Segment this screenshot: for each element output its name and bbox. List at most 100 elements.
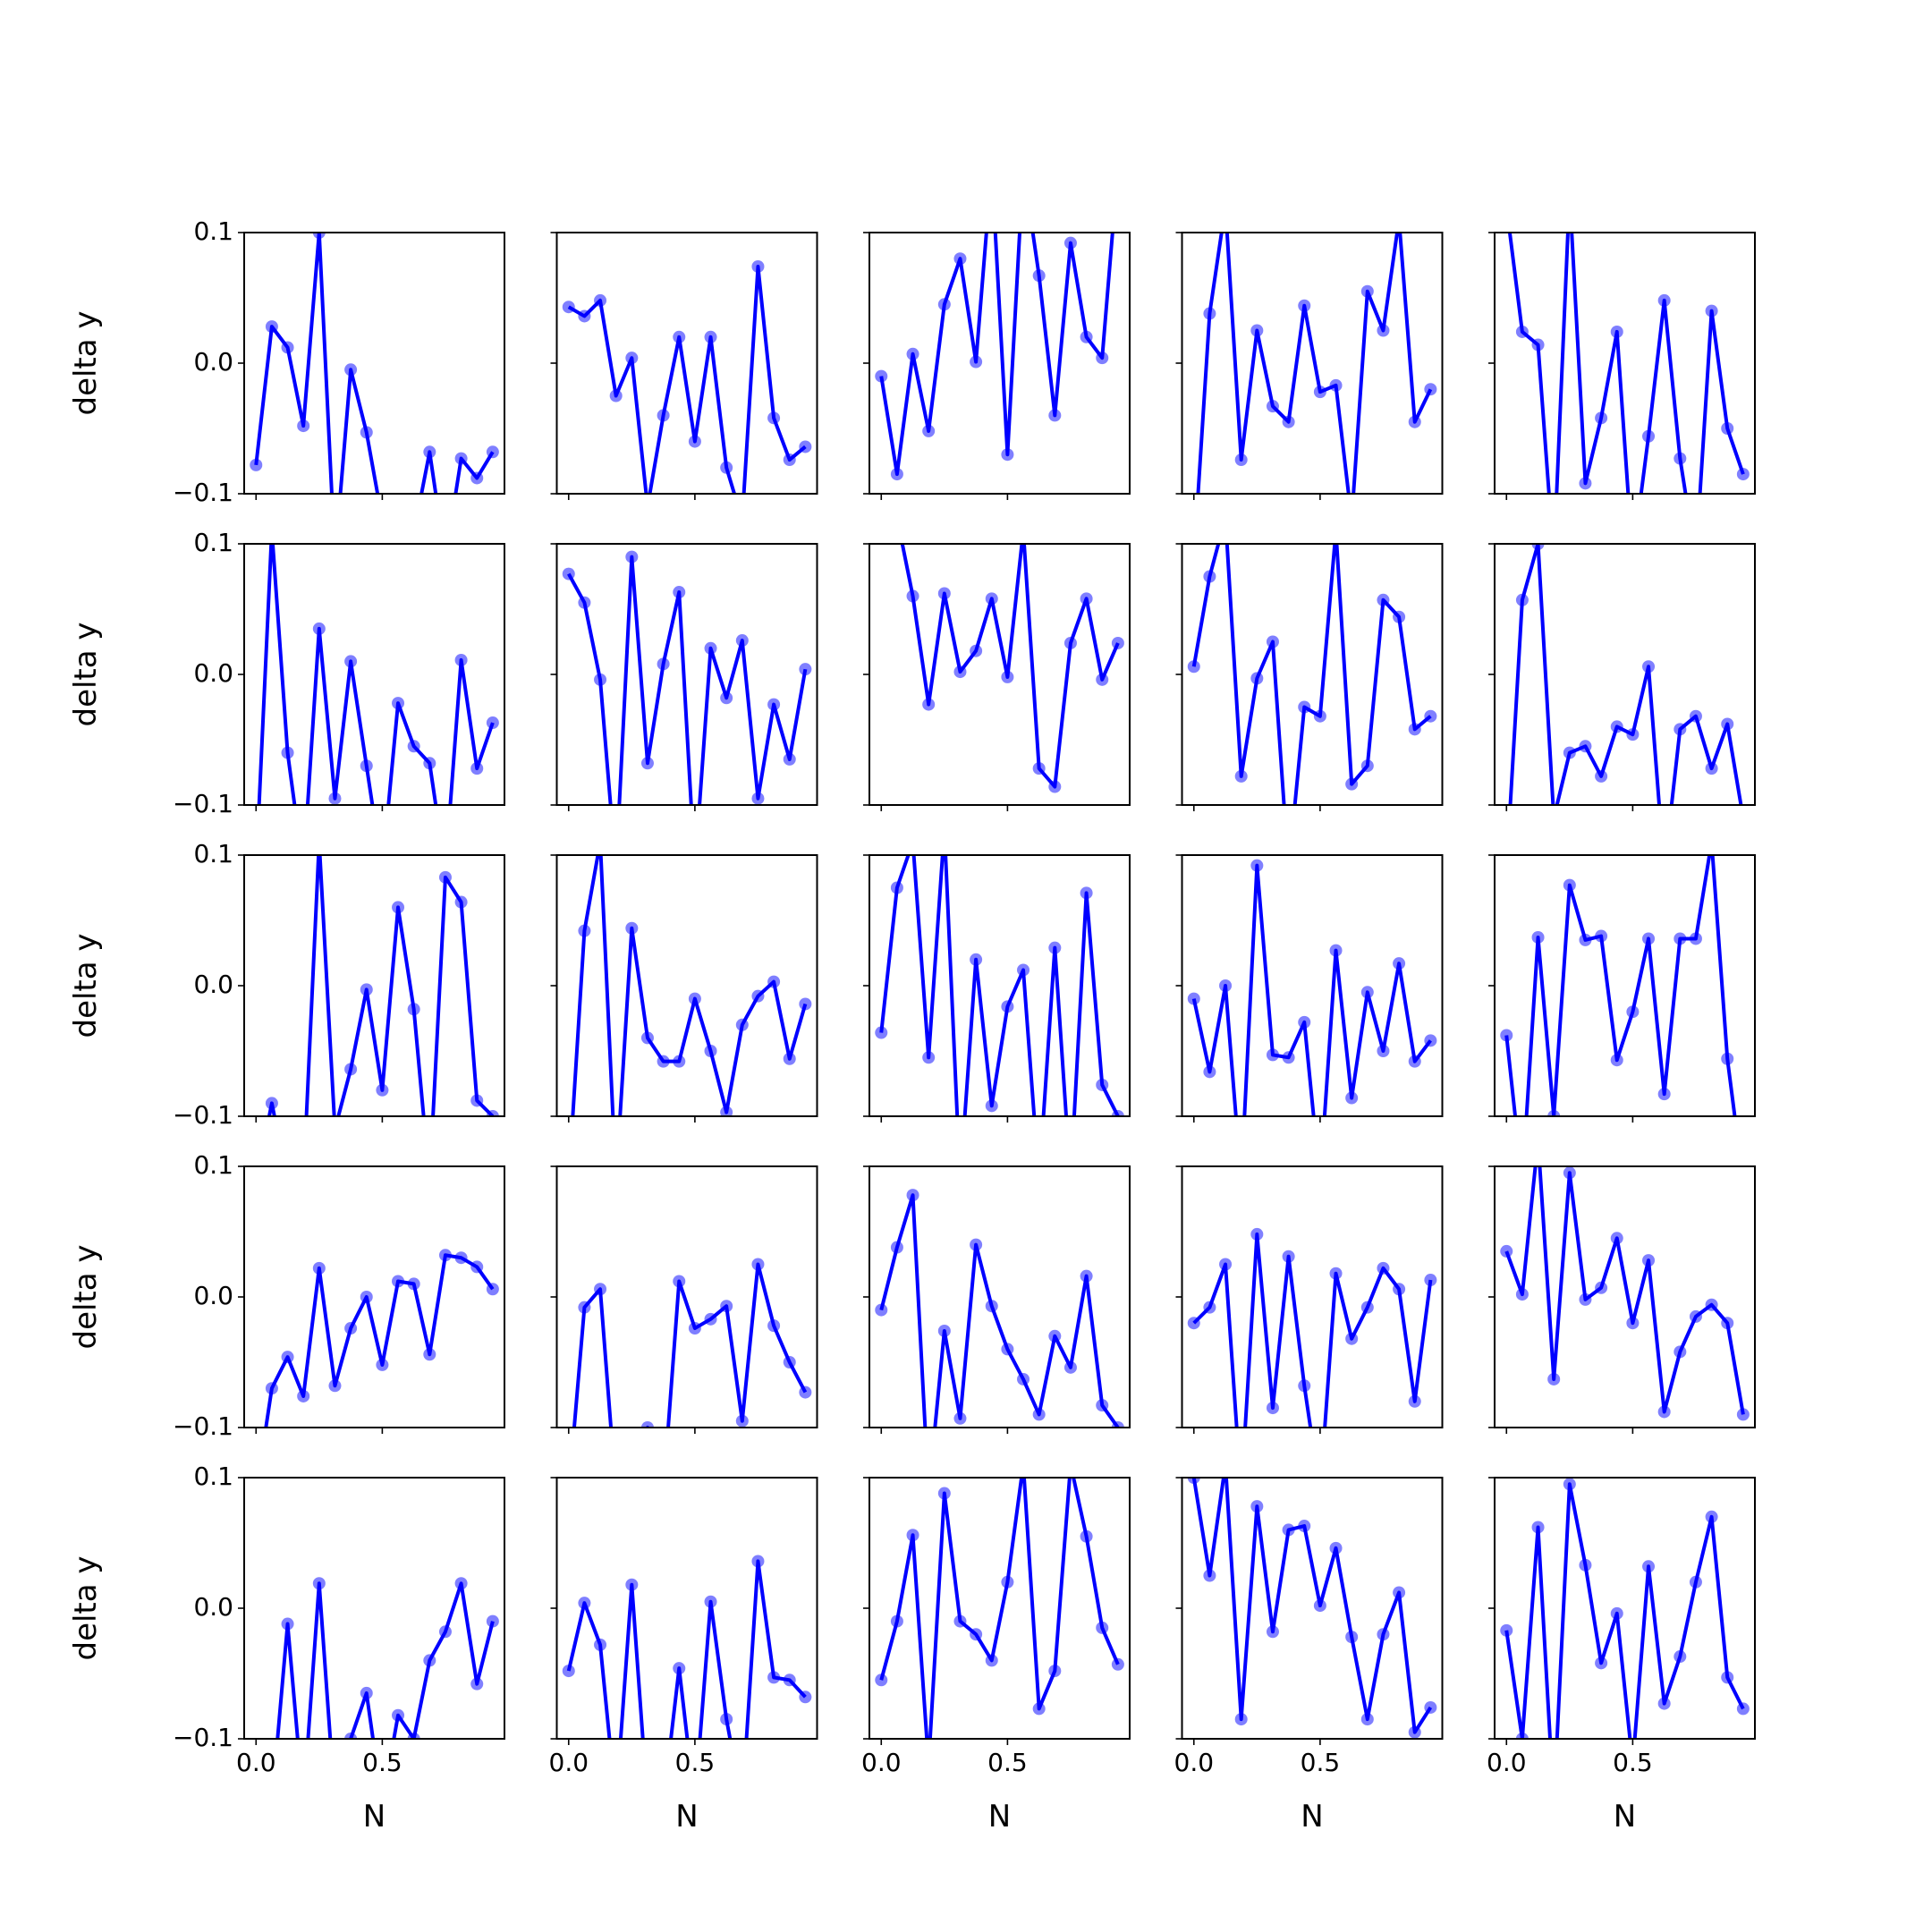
data-line bbox=[900, 544, 1120, 789]
data-point bbox=[906, 1529, 919, 1542]
data-point bbox=[640, 757, 654, 770]
data-point bbox=[1705, 1510, 1718, 1523]
data-point bbox=[1579, 1292, 1592, 1306]
data-point bbox=[1424, 383, 1437, 396]
y-tick-label: 0.1 bbox=[193, 1150, 233, 1180]
data-point bbox=[720, 1300, 733, 1313]
data-point bbox=[1500, 1244, 1513, 1258]
data-point bbox=[953, 1614, 967, 1628]
data-point bbox=[783, 1052, 796, 1065]
data-point bbox=[767, 1671, 781, 1684]
data-point bbox=[297, 1798, 309, 1810]
plot-area bbox=[257, 524, 499, 877]
data-point bbox=[783, 752, 796, 766]
data-point bbox=[937, 1487, 951, 1500]
x-tick-label: 0.5 bbox=[1301, 1748, 1341, 1777]
data-point bbox=[767, 411, 781, 425]
data-line bbox=[567, 264, 807, 494]
data-point bbox=[1515, 593, 1529, 606]
data-point bbox=[1203, 1065, 1216, 1079]
data-point bbox=[1563, 878, 1576, 892]
data-point bbox=[486, 445, 499, 459]
data-point bbox=[799, 1385, 812, 1399]
data-point bbox=[563, 1487, 575, 1499]
data-point bbox=[1187, 1478, 1200, 1484]
data-line bbox=[567, 555, 808, 805]
data-point bbox=[1595, 1281, 1608, 1294]
data-point bbox=[470, 471, 484, 485]
data-point bbox=[1063, 236, 1077, 250]
data-point bbox=[266, 524, 278, 537]
data-point bbox=[922, 1051, 936, 1064]
x-tick-label: 0.5 bbox=[1613, 1748, 1653, 1777]
plot-area bbox=[1187, 544, 1437, 805]
data-point bbox=[1017, 963, 1030, 977]
data-point bbox=[1064, 1458, 1077, 1470]
y-tick-label: 0.0 bbox=[193, 347, 233, 377]
data-point bbox=[438, 870, 452, 884]
data-point bbox=[486, 1614, 499, 1628]
data-point bbox=[625, 1578, 639, 1591]
data-point bbox=[1048, 780, 1062, 793]
data-point bbox=[1203, 307, 1216, 320]
data-point bbox=[1595, 769, 1608, 783]
axes-frame bbox=[869, 1477, 1131, 1740]
data-point bbox=[423, 445, 436, 459]
data-point bbox=[610, 1487, 623, 1499]
data-point bbox=[767, 1319, 781, 1333]
data-point bbox=[1736, 468, 1750, 481]
data-point bbox=[1642, 1560, 1656, 1573]
data-point bbox=[985, 1654, 998, 1667]
data-point bbox=[1345, 1631, 1359, 1644]
x-tick-label: 0.0 bbox=[236, 1748, 276, 1777]
data-point bbox=[1282, 1523, 1295, 1537]
data-point bbox=[470, 1094, 484, 1107]
data-point bbox=[1329, 1267, 1343, 1280]
data-point bbox=[689, 864, 701, 877]
data-point bbox=[328, 1798, 341, 1810]
data-point bbox=[1674, 723, 1687, 736]
data-point bbox=[673, 1275, 686, 1288]
data-point bbox=[1187, 1317, 1200, 1330]
data-point bbox=[1393, 213, 1405, 225]
data-point bbox=[673, 1055, 686, 1068]
data-point bbox=[407, 1003, 420, 1016]
data-line bbox=[1191, 1478, 1433, 1734]
data-point bbox=[657, 1055, 670, 1068]
data-point bbox=[953, 1175, 966, 1188]
data-point bbox=[297, 1175, 309, 1188]
x-tick-label: 0.5 bbox=[362, 1748, 402, 1777]
data-point bbox=[1313, 709, 1326, 723]
data-point bbox=[1203, 570, 1216, 583]
data-point bbox=[1032, 269, 1046, 283]
data-point bbox=[328, 1379, 342, 1393]
data-point bbox=[1595, 1657, 1608, 1670]
data-point bbox=[578, 1301, 591, 1314]
data-point bbox=[486, 716, 499, 730]
data-point bbox=[312, 622, 326, 635]
data-point bbox=[1266, 635, 1279, 648]
data-point bbox=[407, 1277, 420, 1291]
axes-frame bbox=[1494, 1165, 1756, 1428]
data-point bbox=[265, 1382, 278, 1395]
data-point bbox=[625, 352, 639, 365]
x-axis-label: N bbox=[988, 1799, 1011, 1835]
data-point bbox=[360, 983, 373, 996]
data-line bbox=[1507, 233, 1745, 494]
y-tick-label: −0.1 bbox=[173, 1411, 233, 1441]
data-line bbox=[264, 1253, 495, 1428]
data-point bbox=[376, 864, 388, 877]
data-point bbox=[594, 1283, 607, 1296]
data-point bbox=[1314, 1175, 1326, 1188]
data-point bbox=[1266, 1048, 1279, 1062]
axes-frame bbox=[1181, 1477, 1444, 1740]
plot-area bbox=[875, 1189, 1124, 1428]
data-point bbox=[328, 792, 342, 805]
data-point bbox=[1080, 886, 1093, 900]
data-point bbox=[938, 823, 951, 835]
y-tick-label: 0.0 bbox=[193, 970, 233, 999]
data-point bbox=[799, 663, 812, 676]
data-point bbox=[736, 1798, 749, 1810]
data-point bbox=[1516, 1175, 1529, 1188]
data-point bbox=[1689, 709, 1702, 723]
